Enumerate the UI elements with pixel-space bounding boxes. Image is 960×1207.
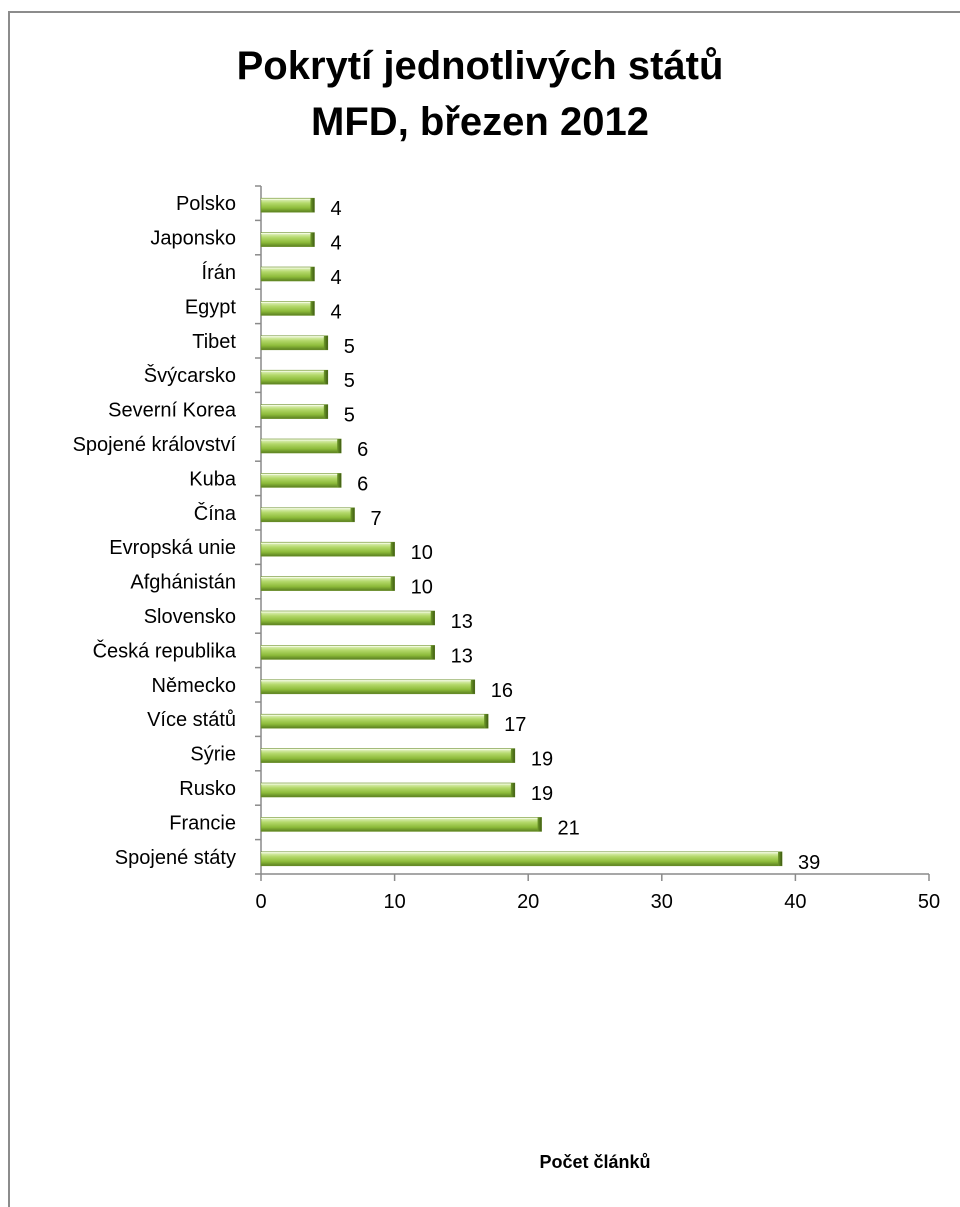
category-label: Polsko [176, 193, 236, 215]
category-label: Švýcarsko [144, 364, 236, 387]
data-label: 39 [798, 852, 820, 874]
category-label: Severní Korea [108, 400, 237, 422]
category-label: Více států [147, 709, 236, 731]
data-label: 5 [344, 370, 355, 392]
bar [260, 782, 516, 798]
bar [260, 473, 342, 488]
bar-end-cap [323, 404, 328, 419]
bar-end-cap [390, 576, 395, 591]
bar [260, 817, 542, 832]
data-label: 6 [357, 473, 368, 495]
category-label: Spojené království [73, 434, 237, 456]
bar [260, 232, 315, 247]
bar [260, 576, 395, 591]
data-label: 19 [531, 783, 553, 805]
bar-end-cap [310, 301, 315, 316]
chart-frame [8, 11, 960, 1207]
bar [260, 266, 315, 282]
category-label: Slovensko [144, 606, 236, 628]
category-label: Afghánistán [130, 572, 236, 594]
bar-end-cap [390, 542, 395, 557]
bar [260, 335, 329, 351]
bar-end-cap [337, 473, 342, 488]
x-tick-label: 0 [255, 891, 266, 913]
bar [260, 713, 489, 729]
chart-title-line-1: Pokrytí jednotlivých států [236, 44, 724, 88]
chart-title: Pokrytí jednotlivých států MFD, březen 2… [0, 38, 960, 150]
bar [260, 851, 783, 867]
bar-end-cap [430, 645, 435, 660]
x-tick-label: 30 [651, 891, 673, 913]
chart-axes [255, 185, 930, 881]
data-label: 17 [504, 714, 526, 736]
bar [260, 369, 329, 385]
bar-end-cap [310, 267, 315, 281]
data-label: 13 [451, 645, 473, 667]
bar-end-cap [430, 611, 435, 625]
category-label: Japonsko [150, 228, 236, 250]
bar-end-cap [537, 817, 542, 832]
bar-end-cap [310, 232, 315, 247]
bar [260, 610, 435, 626]
category-label: Evropská unie [109, 537, 236, 559]
bar [260, 679, 476, 695]
category-label: Česká republika [93, 639, 237, 662]
category-label: Spojené státy [115, 847, 236, 869]
data-label: 4 [330, 301, 341, 323]
x-axis-title: Počet článků [539, 1152, 650, 1172]
bar [260, 438, 342, 454]
bar [260, 404, 329, 419]
bar [260, 197, 315, 213]
bar [260, 301, 315, 316]
data-label: 13 [451, 611, 473, 633]
data-label: 4 [330, 198, 341, 220]
data-label: 19 [531, 749, 553, 771]
bar-end-cap [510, 748, 515, 763]
bar-end-cap [510, 783, 515, 797]
bar-end-cap [323, 335, 328, 350]
bar-end-cap [323, 370, 328, 385]
category-label: Írán [202, 261, 236, 284]
data-label: 6 [357, 439, 368, 461]
x-tick-label: 50 [918, 891, 940, 913]
category-label: Sýrie [190, 744, 236, 766]
data-label: 5 [344, 405, 355, 427]
bar-end-cap [310, 198, 315, 213]
x-tick-label: 20 [517, 891, 539, 913]
bar [260, 541, 395, 557]
category-label: Rusko [179, 778, 236, 800]
category-label: Egypt [185, 296, 237, 318]
bar [260, 645, 435, 660]
chart-bars [260, 197, 783, 867]
data-label: 5 [344, 336, 355, 358]
category-label: Německo [152, 675, 236, 697]
data-label: 7 [371, 508, 382, 530]
data-label: 10 [411, 577, 433, 599]
chart-labels: 0 10 20 30 40 50 Spojené státy 39 Francie 21 Rusko… [73, 193, 941, 913]
x-tick-label: 10 [383, 891, 405, 913]
category-label: Čína [194, 502, 237, 525]
x-tick-label: 40 [784, 891, 806, 913]
bar-end-cap [470, 679, 475, 694]
bar-end-cap [350, 507, 355, 522]
category-label: Francie [169, 812, 236, 834]
category-label: Tibet [192, 331, 236, 353]
data-label: 10 [411, 542, 433, 564]
bar [260, 507, 355, 523]
data-label: 4 [330, 267, 341, 289]
bar-end-cap [484, 714, 489, 729]
chart-title-line-2: MFD, březen 2012 [311, 100, 649, 144]
bar [260, 748, 516, 763]
data-label: 4 [330, 233, 341, 255]
data-label: 16 [491, 680, 513, 702]
data-label: 21 [558, 817, 580, 839]
category-label: Kuba [189, 468, 237, 490]
bar-end-cap [337, 439, 342, 453]
bar-end-cap [778, 851, 783, 866]
